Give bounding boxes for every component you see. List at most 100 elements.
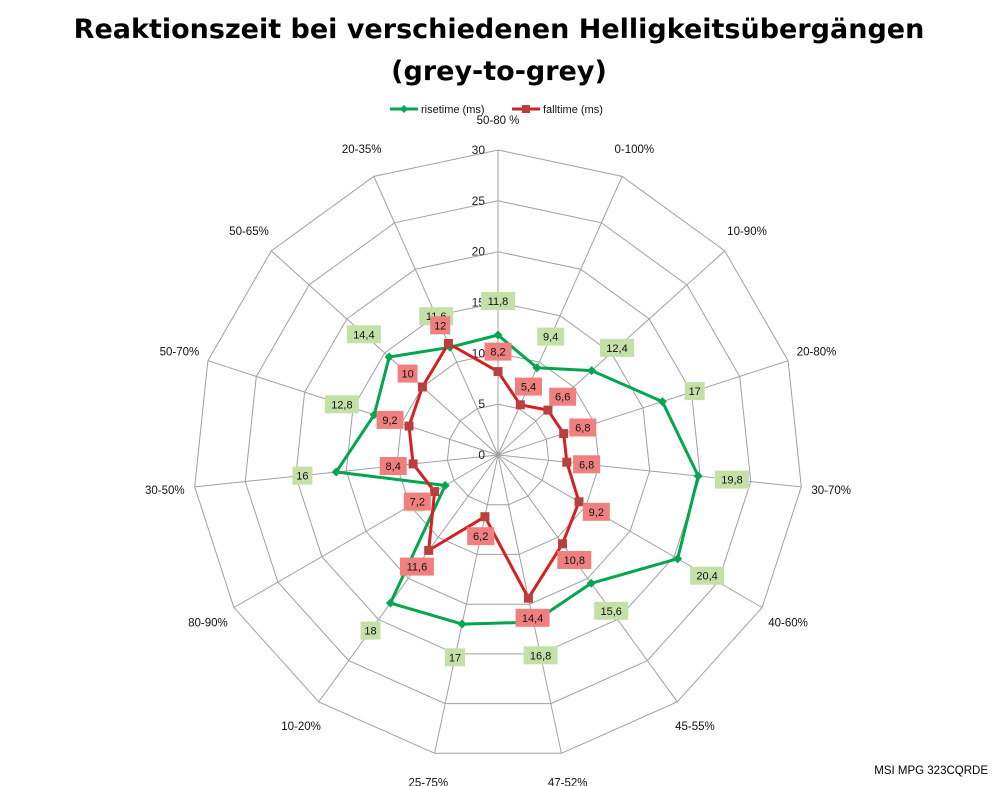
r-tick-label: 25 (472, 194, 486, 208)
data-label-bg (324, 395, 359, 414)
data-label: 9,2 (382, 415, 397, 427)
category-label: 10-90% (727, 226, 767, 238)
data-label: 11,8 (488, 296, 509, 308)
data-label: 12 (434, 320, 446, 332)
data-label: 6,2 (473, 531, 488, 543)
category-label: 30-50% (145, 485, 185, 497)
grid-ring (295, 251, 701, 655)
data-point-fall (515, 400, 525, 410)
data-label-bg (515, 608, 550, 627)
grid-ring (244, 200, 752, 705)
data-label: 9,4 (543, 332, 558, 344)
data-label: 17 (689, 386, 701, 398)
category-label: 0-100% (614, 144, 654, 156)
r-tick-label: 0 (478, 448, 485, 462)
data-point-fall (523, 593, 533, 603)
data-point-fall (480, 512, 490, 522)
data-point-fall (424, 545, 434, 555)
data-point-fall (574, 497, 584, 507)
data-point-rise (369, 410, 379, 420)
data-point-rise (532, 363, 542, 373)
data-label-bg (569, 418, 597, 437)
data-label-bg (481, 292, 515, 310)
data-label: 9,2 (589, 507, 604, 519)
data-point-rise (385, 598, 395, 608)
data-label-bg (292, 466, 313, 485)
data-label-bg (582, 502, 610, 521)
category-label: 50-80 % (477, 115, 520, 127)
data-point-rise (440, 481, 450, 490)
category-label: 20-80% (797, 347, 837, 359)
data-label: 16 (296, 471, 308, 483)
data-point-rise (587, 366, 597, 376)
data-point-fall (562, 457, 572, 467)
r-tick-label: 30 (472, 143, 486, 157)
grid-ring (194, 149, 802, 754)
grid-spoke (434, 454, 499, 754)
data-label: 6,8 (575, 423, 590, 435)
r-tick-label: 10 (472, 346, 486, 360)
data-label: 12,8 (331, 399, 352, 411)
data-label: 7,2 (410, 497, 425, 509)
category-label: 30-70% (811, 485, 851, 497)
data-label: 16,8 (530, 650, 551, 662)
data-label-bg (690, 566, 725, 585)
grid-spoke (318, 454, 499, 703)
data-label: 6,8 (579, 459, 594, 471)
grid-spoke (497, 454, 562, 754)
data-label-bg (484, 342, 512, 361)
data-point-fall (493, 367, 503, 377)
series-line-rise (334, 333, 700, 626)
legend-label-fall: falltime (ms) (543, 104, 603, 116)
data-point-fall (408, 459, 418, 469)
grid-spoke (270, 250, 499, 456)
data-label: 20,4 (696, 571, 717, 583)
category-label: 50-70% (160, 347, 200, 359)
data-label-bg (376, 410, 404, 429)
grid-spoke (233, 454, 499, 608)
grid-spoke (497, 360, 789, 456)
grid-spoke (194, 454, 499, 488)
data-point-fall (543, 405, 553, 415)
grid-spoke (497, 454, 802, 488)
grid-ring (345, 301, 651, 605)
data-label-bg (537, 327, 565, 346)
data-point-fall (558, 539, 567, 549)
data-label: 19,8 (721, 475, 742, 487)
data-label: 8,4 (386, 461, 401, 473)
data-point-rise (673, 554, 683, 564)
grid-ring (446, 403, 550, 506)
data-label-bg (445, 648, 465, 667)
data-label-bg (684, 382, 705, 401)
category-label: 80-90% (188, 618, 228, 630)
data-point-rise (657, 397, 667, 407)
r-tick-label: 20 (472, 245, 486, 259)
chart-title: Reaktionszeit bei verschiedenen Helligke… (74, 14, 925, 45)
category-label: 45-55% (675, 721, 715, 733)
chart-subtitle: (grey-to-grey) (391, 56, 607, 87)
data-label: 12,4 (606, 343, 627, 355)
data-label-bg (346, 325, 381, 344)
data-label-bg (399, 557, 434, 576)
data-label: 14,4 (353, 329, 374, 341)
data-label-bg (549, 387, 577, 406)
data-label-bg (430, 316, 451, 335)
data-label-bg (360, 621, 381, 640)
data-label-bg (573, 455, 601, 474)
data-label-bg (379, 457, 407, 475)
data-label-bg (557, 551, 592, 569)
data-label: 6,6 (555, 392, 570, 404)
data-label: 14,4 (522, 613, 543, 625)
data-label-bg (403, 492, 431, 511)
data-label: 15,6 (600, 606, 621, 618)
grid-ring (396, 352, 600, 555)
data-label-bg (397, 364, 418, 383)
data-label: 11,6 (407, 562, 428, 574)
r-tick-label: 5 (478, 397, 485, 411)
data-point-rise (493, 330, 503, 340)
footer-model: MSI MPG 323CQRDE (874, 765, 988, 777)
legend: risetime (ms) falltime (ms) (390, 104, 603, 116)
data-point-fall (430, 487, 440, 497)
data-series (331, 330, 703, 629)
